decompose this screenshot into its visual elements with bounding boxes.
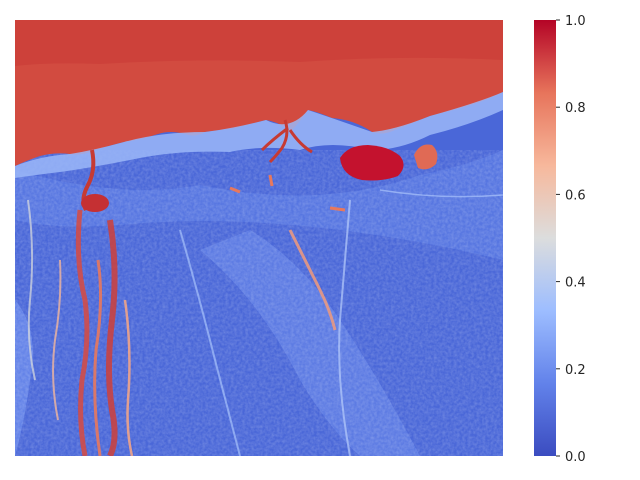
colorbar-tick-label: 0.0 (565, 450, 586, 465)
colorbar-ticks: 1.0 0.8 0.6 0.4 0.2 0.0 (556, 14, 586, 465)
colorbar-tick-label: 0.6 (565, 188, 586, 203)
colorbar-gradient (534, 20, 556, 456)
colorbar-tick-label: 0.2 (565, 363, 586, 378)
colorbar-tick-label: 1.0 (565, 14, 586, 29)
colorbar-tick-label: 0.4 (565, 276, 586, 291)
colorbar-tick-label: 0.8 (565, 101, 586, 116)
colorbar: 1.0 0.8 0.6 0.4 0.2 0.0 (534, 14, 586, 465)
heatmap-image (15, 20, 503, 456)
